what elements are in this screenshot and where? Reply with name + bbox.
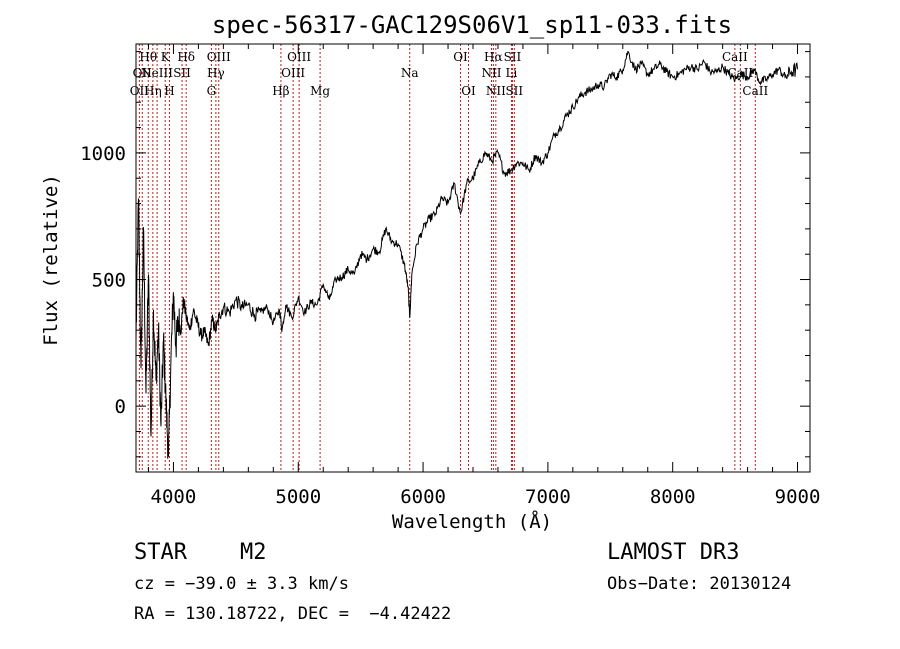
line-label-3-2: Hη — [144, 84, 162, 98]
series-layer — [135, 50, 798, 459]
line-label-25-0: CaII — [722, 50, 748, 64]
object-class: STAR M2 — [134, 540, 267, 565]
x-axis-label: Wavelength (Å) — [392, 510, 552, 533]
line-label-6-2: H — [164, 84, 174, 98]
line-label-23-0: SII — [504, 50, 522, 64]
chart-title: spec-56317-GAC129S06V1_sp11-033.fits — [212, 11, 732, 39]
line-label-17-0: OI — [453, 50, 468, 64]
line-label-18-2: OI — [461, 84, 476, 98]
line-label-27-2: CaII — [742, 84, 768, 98]
spectral-line-labels: OIIOIIHθHηNeIIIKHSIIHδGHγOIIIHβOIIIOIIIM… — [130, 50, 769, 98]
line-label-2-0: Hθ — [139, 50, 157, 64]
y-axis-label: Flux (relative) — [40, 174, 62, 346]
series-line-0 — [135, 50, 798, 459]
x-tick-label: 8000 — [650, 486, 696, 508]
redshift-cz: cz = −39.0 ± 3.3 km/s — [134, 574, 349, 594]
observation-date: Obs−Date: 20130124 — [607, 574, 792, 594]
line-label-15-2: Mg — [310, 84, 330, 98]
line-label-10-1: Hγ — [207, 66, 225, 80]
line-label-24-2: SII — [505, 84, 523, 98]
line-label-20-0: Hα — [484, 50, 503, 64]
x-tick-label: 9000 — [775, 486, 821, 508]
x-tick-label: 5000 — [275, 486, 321, 508]
line-label-19-1: NII — [481, 66, 501, 80]
line-label-5-0: K — [161, 50, 171, 64]
spectral-line-markers — [138, 44, 756, 472]
line-label-7-1: SII — [173, 66, 191, 80]
y-tick-label: 500 — [92, 270, 126, 292]
line-label-9-2: G — [207, 84, 217, 98]
line-label-0-2: OII — [130, 84, 150, 98]
x-axis: 4000 5000 6000 7000 8000 9000 — [147, 44, 821, 508]
line-label-11-0: OIII — [207, 50, 231, 64]
survey-name: LAMOST DR3 — [607, 540, 740, 565]
line-label-8-0: Hδ — [177, 50, 195, 64]
x-tick-label: 7000 — [525, 486, 571, 508]
line-label-21-2: NII — [486, 84, 506, 98]
line-label-14-0: OIII — [287, 50, 311, 64]
plot-frame — [135, 43, 811, 473]
x-tick-label: 4000 — [151, 486, 197, 508]
line-label-13-1: OIII — [281, 66, 305, 80]
line-label-16-1: Na — [401, 66, 419, 80]
coordinates: RA = 130.18722, DEC = −4.42422 — [134, 604, 452, 624]
x-tick-label: 6000 — [400, 486, 446, 508]
line-label-12-2: Hβ — [272, 84, 289, 98]
line-label-4-1: NeIII — [141, 66, 173, 80]
line-label-22-1: Li — [506, 66, 518, 80]
y-axis: 0 500 1000 — [80, 51, 810, 458]
y-tick-label: 1000 — [80, 143, 126, 165]
y-tick-label: 0 — [115, 396, 126, 418]
